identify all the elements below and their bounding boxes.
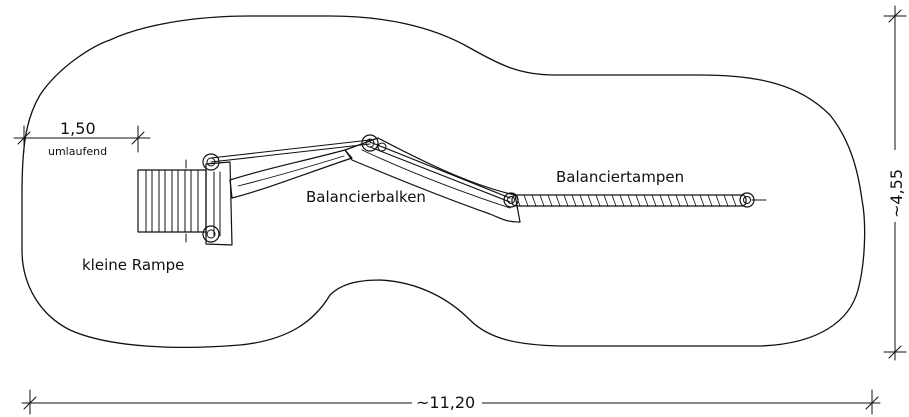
height-dimension: ~4,55 bbox=[883, 5, 907, 361]
height-dimension-value: ~4,55 bbox=[887, 169, 906, 218]
post-rope-start bbox=[503, 192, 519, 208]
left-post-frame bbox=[205, 161, 233, 246]
margin-dimension: 1,50 umlaufend bbox=[13, 119, 151, 158]
post-rope-end bbox=[739, 192, 755, 208]
posts bbox=[202, 134, 755, 243]
post-left-top bbox=[202, 153, 220, 171]
margin-dimension-note: umlaufend bbox=[48, 145, 107, 158]
ramp-small bbox=[137, 159, 207, 243]
balance-rope bbox=[511, 194, 767, 207]
balance-beam bbox=[229, 137, 521, 223]
margin-dimension-value: 1,50 bbox=[60, 119, 96, 138]
guide-cables bbox=[210, 139, 511, 203]
label-rope: Balanciertampen bbox=[556, 168, 684, 186]
width-dimension-value: ~11,20 bbox=[416, 393, 475, 412]
post-middle bbox=[361, 134, 387, 152]
balance-beam-segment-1 bbox=[229, 149, 353, 199]
post-left-bottom bbox=[202, 225, 220, 243]
balance-beam-segment-2 bbox=[344, 137, 521, 223]
safety-zone-outline bbox=[21, 15, 866, 349]
label-ramp: kleine Rampe bbox=[82, 256, 184, 274]
width-dimension: ~11,20 bbox=[21, 389, 881, 415]
label-beam: Balancierbalken bbox=[306, 188, 426, 206]
